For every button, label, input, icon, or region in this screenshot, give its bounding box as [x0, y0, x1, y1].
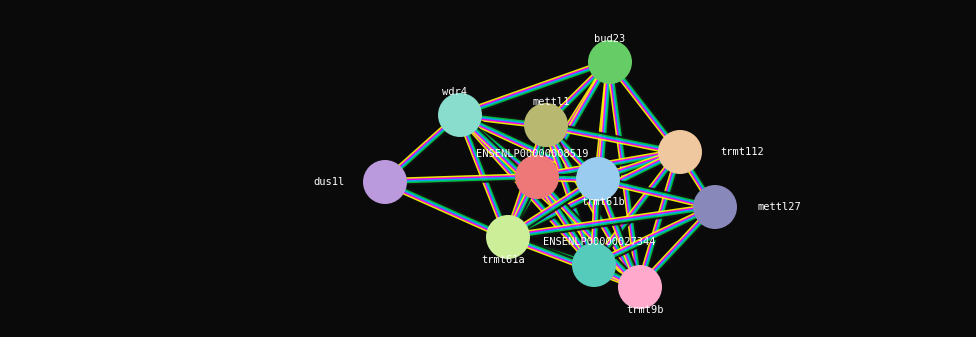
Text: wdr4: wdr4	[442, 87, 468, 97]
Circle shape	[576, 157, 620, 201]
Circle shape	[515, 155, 559, 199]
Text: trmt61b: trmt61b	[581, 197, 625, 207]
Text: ENSENLP00000008519: ENSENLP00000008519	[475, 149, 589, 159]
Text: bud23: bud23	[594, 34, 626, 44]
Text: dus1l: dus1l	[313, 177, 345, 187]
Text: mettl1: mettl1	[532, 97, 570, 107]
Text: mettl27: mettl27	[757, 202, 800, 212]
Circle shape	[693, 185, 737, 229]
Circle shape	[363, 160, 407, 204]
Text: ENSENLP00000027344: ENSENLP00000027344	[543, 237, 655, 247]
Circle shape	[486, 215, 530, 259]
Circle shape	[658, 130, 702, 174]
Circle shape	[524, 103, 568, 147]
Text: trmt61a: trmt61a	[481, 255, 525, 265]
Circle shape	[438, 93, 482, 137]
Circle shape	[572, 243, 616, 287]
Circle shape	[618, 265, 662, 309]
Text: trmt112: trmt112	[720, 147, 764, 157]
Text: trmt9b: trmt9b	[627, 305, 664, 315]
Circle shape	[588, 40, 632, 84]
